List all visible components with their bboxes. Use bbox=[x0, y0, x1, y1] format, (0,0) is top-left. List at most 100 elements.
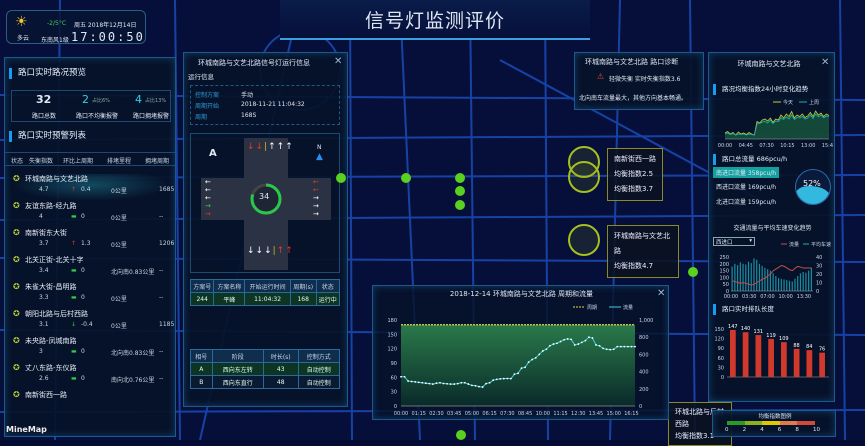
alert-item[interactable]: ✪ 南新街东大街 3.7 ↑ 1.3 0公里 1206 bbox=[11, 228, 174, 255]
status-icon: ✪ bbox=[13, 255, 20, 264]
flow-point bbox=[556, 342, 558, 345]
col-distance: 排堵里程 bbox=[107, 158, 132, 165]
map-marker[interactable] bbox=[456, 430, 466, 440]
table-cell: 平峰 bbox=[213, 292, 246, 306]
legend-flow: 流量 bbox=[789, 241, 799, 248]
stat-imbalance-label: 路口不均衡报警 bbox=[76, 113, 119, 120]
signal-marker[interactable] bbox=[568, 224, 600, 256]
x-tick: 07:30 bbox=[500, 411, 514, 417]
alert-item[interactable]: ✪ 南新街西一路 bbox=[11, 390, 171, 417]
x-tick: 15:45 bbox=[822, 143, 833, 149]
alert-item[interactable]: ✪ 友谊东路-经九路 4 ▬ 0 0公里 -- bbox=[11, 201, 171, 228]
legend-speed: 平均车速 bbox=[811, 241, 831, 248]
flow-gauge: 52% bbox=[795, 169, 831, 205]
status-icon: ✪ bbox=[13, 282, 20, 291]
stat-imbalance-ratio: 占比6% bbox=[92, 98, 110, 104]
map-popup-1: 南新街西一路 均衡指数2.5 均衡指数3.7 bbox=[607, 148, 663, 201]
y-tick-left: 0 bbox=[726, 289, 729, 295]
alert-change: 0.4 bbox=[81, 186, 91, 193]
trend-icon: ↑ bbox=[71, 186, 77, 193]
clock: 17:00:50 bbox=[71, 30, 145, 44]
status-icon: ✪ bbox=[13, 309, 20, 318]
x-tick: 13:45 bbox=[589, 411, 603, 417]
queue-bar bbox=[730, 329, 736, 377]
bar-label: 109 bbox=[779, 336, 789, 342]
entrance-select[interactable]: 西进口 ▾ bbox=[713, 237, 755, 246]
y-tick-left: 150 bbox=[387, 332, 397, 338]
x-tick: 07:30 bbox=[759, 143, 773, 149]
bar-label: 76 bbox=[819, 347, 825, 353]
alert-change: 0 bbox=[81, 375, 85, 382]
index-legend: 均衡指数图例 0 2 4 6 8 10 bbox=[712, 410, 836, 437]
alert-index: 3.3 bbox=[39, 294, 49, 301]
table-cell: B bbox=[190, 375, 213, 389]
x-tick: 01:15 bbox=[412, 411, 426, 417]
column-header: 开始运行时间 bbox=[244, 279, 291, 293]
alert-change: 0 bbox=[81, 294, 85, 301]
flow-bar bbox=[788, 280, 791, 291]
flow-speed-title: 交通流量与平均车速变化趋势 bbox=[733, 225, 812, 232]
flow-point bbox=[619, 345, 622, 348]
alert-item[interactable]: ✪ 朝阳北路与后村西路 3.1 ↓ -0.4 0公里 1185 bbox=[11, 309, 174, 336]
countdown-value: 34 bbox=[259, 192, 270, 201]
alert-item[interactable]: ✪ 丈八东路-东仪路 2.6 ▬ 0 南向北0.76公里 -- bbox=[11, 363, 171, 390]
map-marker[interactable] bbox=[688, 267, 698, 277]
flow-point bbox=[634, 345, 636, 348]
alert-change: 0 bbox=[81, 213, 85, 220]
stat-imbalance-value: 2 bbox=[82, 93, 89, 106]
table-row[interactable]: A 西向东左转 43 自动控制 bbox=[190, 362, 340, 376]
info-value: 168S bbox=[241, 112, 257, 119]
close-icon[interactable]: ✕ bbox=[657, 288, 666, 299]
overview-stats: 32 路口总数 2 占比6% 路口不均衡报警 4 占比13% 路口拥堵报警 bbox=[11, 90, 171, 122]
flow-bar bbox=[756, 259, 758, 291]
alert-item[interactable]: ✪ 未央路-凤城南路 3 ▬ 0 北向南0.83公里 -- bbox=[11, 336, 171, 363]
close-icon[interactable]: ✕ bbox=[334, 56, 343, 67]
map-marker[interactable] bbox=[455, 173, 465, 183]
flow-point bbox=[598, 344, 601, 347]
x-tick: 10:00 bbox=[778, 294, 792, 299]
alert-list[interactable]: ✪ 环城南路与文艺北路 4.7 ↑ 0.4 0公里 1685 ✪ 友谊东路-经九路… bbox=[5, 174, 175, 436]
map-marker[interactable] bbox=[401, 173, 411, 183]
alert-item[interactable]: ✪ 北关正街-北关十字 3.4 ▬ 0 北向南0.83公里 -- bbox=[11, 255, 171, 282]
flow-point bbox=[424, 382, 427, 385]
table-cell: 11:04:32 bbox=[244, 292, 291, 306]
phase-label: A bbox=[209, 148, 217, 159]
north-label: N bbox=[317, 144, 322, 151]
signal-title: 环城南路与文艺北路信号灯运行信息 bbox=[198, 59, 310, 67]
date: 周五 2018年12月14日 bbox=[74, 22, 137, 29]
flow-point bbox=[403, 375, 406, 378]
table-row[interactable]: B 西向东直行 48 自动控制 bbox=[190, 375, 340, 389]
table-row[interactable]: 244 平峰 11:04:32 168 运行中 bbox=[189, 292, 341, 306]
lane-arrows-north: ↓↓|↑↑↑ bbox=[247, 142, 294, 152]
y-tick: 30 bbox=[718, 365, 724, 371]
flow-point bbox=[453, 383, 456, 385]
map-marker[interactable] bbox=[455, 200, 465, 210]
y-tick-left: 90 bbox=[391, 361, 397, 367]
table-cell: 48 bbox=[263, 375, 299, 389]
legend-tick: 4 bbox=[760, 427, 764, 433]
x-tick: 04:45 bbox=[739, 143, 753, 149]
alert-item[interactable]: ✪ 环城南路与文艺北路 4.7 ↑ 0.4 0公里 1685 bbox=[11, 174, 174, 201]
bar-label: 131 bbox=[754, 329, 764, 335]
flow-point bbox=[531, 358, 534, 361]
map-marker[interactable] bbox=[336, 173, 346, 183]
flow-point bbox=[488, 381, 491, 384]
flow-bar bbox=[783, 279, 785, 291]
signal-marker[interactable] bbox=[568, 161, 600, 193]
close-icon[interactable]: ✕ bbox=[821, 57, 830, 68]
flow-north: 北进口流量 159pcu/h bbox=[716, 199, 777, 206]
alerts-header: 状态 失衡指数 环比上周期 排堵里程 拥堵周期 bbox=[5, 152, 175, 166]
y-tick-left: 30 bbox=[391, 390, 397, 396]
column-header: 阶段 bbox=[211, 349, 265, 363]
alert-name: 南新街西一路 bbox=[25, 391, 67, 399]
table-cell: 自动控制 bbox=[297, 362, 340, 376]
map-marker[interactable] bbox=[455, 186, 465, 196]
signal-panel: 环城南路与文艺北路信号灯运行信息 ✕ 运行信息 控制方案 手动 周期开始 2018-1… bbox=[183, 52, 348, 407]
bar-label: 84 bbox=[806, 344, 812, 350]
diagnosis-level: 轻微失衡 实时失衡指数3.6 bbox=[609, 76, 681, 83]
y-tick-right: 10 bbox=[816, 281, 822, 287]
alert-index: 4.7 bbox=[39, 186, 49, 193]
alert-item[interactable]: ✪ 朱雀大街-昌明路 3.3 ▬ 0 0公里 -- bbox=[11, 282, 171, 309]
queue-bar bbox=[793, 348, 800, 377]
flow-point bbox=[499, 378, 502, 380]
